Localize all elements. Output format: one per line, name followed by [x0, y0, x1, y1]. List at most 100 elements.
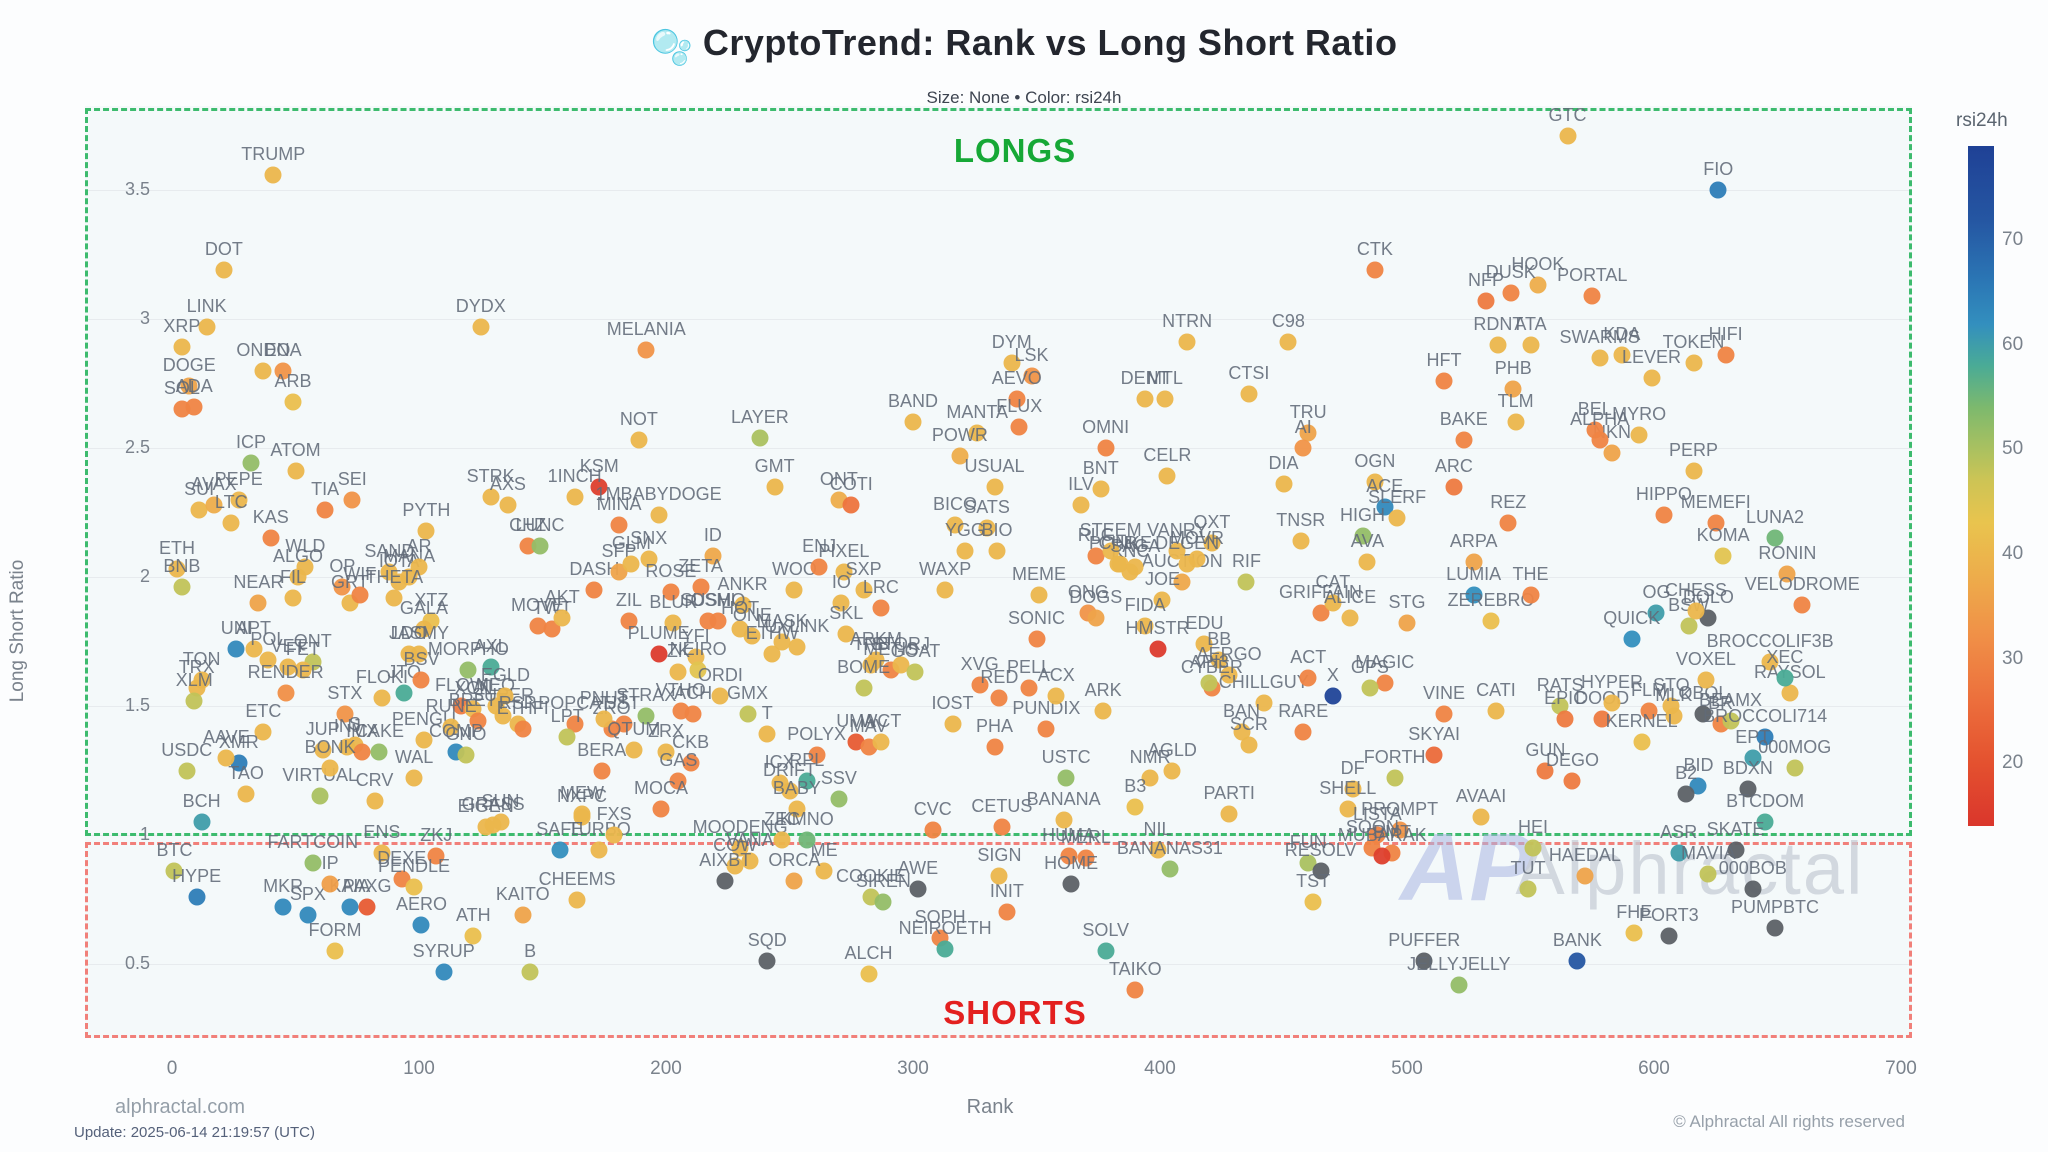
data-point-BONK[interactable]: [321, 759, 339, 777]
data-point-SIREN[interactable]: [874, 893, 892, 911]
data-point-BRETT[interactable]: [469, 712, 487, 730]
data-point-ACX[interactable]: [1047, 687, 1065, 705]
data-point-HOOK[interactable]: [1529, 276, 1547, 294]
data-point-FLM[interactable]: [1640, 702, 1658, 720]
data-point-COTI[interactable]: [842, 496, 860, 514]
data-point-1INCH[interactable]: [566, 488, 584, 506]
data-point-ATA[interactable]: [1522, 336, 1539, 354]
data-point-LUNC[interactable]: [531, 537, 549, 555]
data-point-UXLINK[interactable]: [788, 638, 806, 656]
data-point-FHE[interactable]: [1625, 924, 1643, 942]
data-point-MOVE[interactable]: [529, 617, 547, 635]
data-point-LUNA2[interactable]: [1766, 529, 1784, 547]
data-point-USUAL[interactable]: [986, 478, 1003, 496]
data-point-PLUME[interactable]: [650, 645, 668, 663]
data-point-OSMO[interactable]: [709, 612, 727, 630]
data-point-NEAR[interactable]: [249, 594, 267, 612]
data-point-STRK[interactable]: [482, 488, 500, 506]
data-point-KMNO[interactable]: [798, 831, 816, 849]
data-point-LISTA[interactable]: [1368, 826, 1386, 844]
data-point-KAS[interactable]: [262, 529, 280, 547]
data-point-COW[interactable]: [726, 857, 744, 875]
data-point-000MOG[interactable]: [1786, 759, 1804, 777]
data-point-FORM[interactable]: [326, 942, 344, 960]
data-point-GTC[interactable]: [1559, 127, 1577, 145]
data-point-T[interactable]: [758, 725, 776, 743]
data-point-HIPPO[interactable]: [1655, 506, 1673, 524]
data-point-TAIKO[interactable]: [1126, 981, 1144, 999]
data-point-ARC[interactable]: [1445, 478, 1463, 496]
data-point-SUPER[interactable]: [494, 707, 512, 725]
data-point-EIGEN[interactable]: [477, 818, 495, 836]
data-point-MUBARAK[interactable]: [1373, 847, 1391, 865]
data-point-SQD[interactable]: [758, 952, 776, 970]
data-point-GMT[interactable]: [766, 478, 784, 496]
data-point-PYTH[interactable]: [417, 522, 435, 540]
data-point-VINE[interactable]: [1435, 705, 1453, 723]
data-point-KERNEL[interactable]: [1633, 733, 1651, 751]
data-point-CATI[interactable]: [1487, 702, 1505, 720]
data-point-DRIFT[interactable]: [781, 782, 798, 800]
data-point-DF[interactable]: [1344, 780, 1362, 798]
data-point-ID[interactable]: [704, 547, 722, 565]
data-point-RESOLV[interactable]: [1312, 862, 1330, 880]
data-point-VELODROME[interactable]: [1793, 596, 1811, 614]
data-point-BB[interactable]: [1210, 651, 1228, 669]
data-point-ARPA[interactable]: [1465, 553, 1483, 571]
data-point-SYRUP[interactable]: [435, 963, 453, 981]
data-point-STRAX[interactable]: [637, 707, 655, 725]
data-point-USDC[interactable]: [178, 762, 196, 779]
data-point-B[interactable]: [521, 963, 539, 981]
data-point-YFI[interactable]: [687, 648, 705, 666]
data-point-ALCH[interactable]: [860, 965, 878, 983]
data-point-ACT[interactable]: [1299, 669, 1317, 687]
data-point-BANANA[interactable]: [1055, 811, 1073, 829]
data-point-INIT[interactable]: [998, 903, 1016, 921]
data-point-NIL[interactable]: [1149, 841, 1167, 859]
data-point-WAL[interactable]: [405, 769, 423, 787]
data-point-ZKJ[interactable]: [427, 847, 445, 865]
data-point-DIA[interactable]: [1275, 475, 1292, 493]
data-point-TIA[interactable]: [316, 501, 334, 519]
data-point-UNI[interactable]: [227, 640, 245, 658]
data-point-CHR[interactable]: [1109, 555, 1127, 573]
data-point-ALPHA[interactable]: [1591, 431, 1609, 449]
data-point-SCR[interactable]: [1240, 736, 1258, 754]
data-point-RATS[interactable]: [1551, 697, 1569, 715]
data-point-XRP[interactable]: [173, 338, 191, 356]
data-point-PNUT[interactable]: [595, 710, 613, 728]
data-point-000BOB[interactable]: [1744, 880, 1762, 898]
data-point-CVC[interactable]: [924, 821, 942, 839]
data-point-POL[interactable]: [259, 651, 277, 669]
data-point-AXL[interactable]: [482, 658, 500, 676]
data-point-ICP[interactable]: [242, 454, 260, 472]
data-point-NEIROETH[interactable]: [936, 940, 954, 958]
data-point-BROCCOLI714[interactable]: [1756, 728, 1774, 746]
data-point-ARKM[interactable]: [867, 651, 885, 669]
data-point-LUMIA[interactable]: [1465, 586, 1483, 604]
data-point-SEI[interactable]: [343, 491, 361, 509]
data-point-BABY[interactable]: [788, 800, 806, 818]
data-point-VANA[interactable]: [741, 852, 759, 870]
data-point-BANK[interactable]: [1568, 952, 1586, 970]
data-point-ORCA[interactable]: [785, 872, 803, 890]
footer-site-link[interactable]: alphractal.com: [115, 1096, 246, 1118]
data-point-LINK[interactable]: [198, 318, 216, 336]
data-point-OP[interactable]: [333, 578, 351, 596]
data-point-MEME[interactable]: [1030, 586, 1048, 604]
data-point-MEMEFI[interactable]: [1707, 514, 1725, 532]
data-point-ME[interactable]: [815, 862, 833, 880]
data-point-LAYER[interactable]: [751, 429, 769, 447]
data-point-AERO[interactable]: [412, 916, 430, 934]
data-point-DOGS[interactable]: [1087, 609, 1105, 627]
data-point-HYPER[interactable]: [1603, 694, 1621, 712]
data-point-OBOL[interactable]: [1694, 705, 1712, 723]
data-point-X[interactable]: [1324, 687, 1342, 705]
data-point-MERL[interactable]: [1077, 849, 1095, 867]
data-point-ZRX[interactable]: [657, 743, 675, 761]
data-point-JST[interactable]: [615, 715, 633, 733]
data-point-PUNDIX[interactable]: [1037, 720, 1055, 738]
data-point-IO[interactable]: [832, 594, 850, 612]
data-point-MAVIA[interactable]: [1699, 865, 1717, 883]
data-point-MAGIC[interactable]: [1376, 674, 1394, 692]
